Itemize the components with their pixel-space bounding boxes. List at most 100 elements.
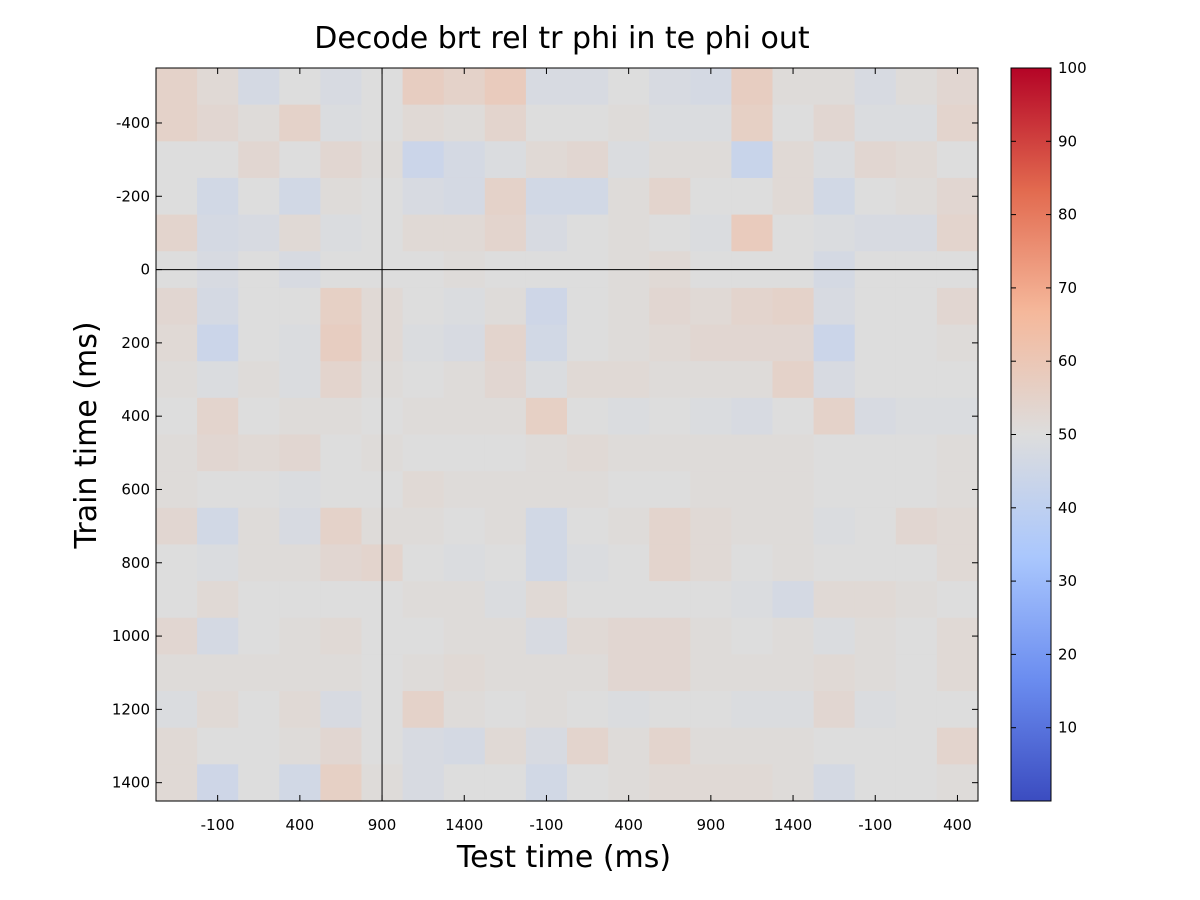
heatmap-cell [567,764,609,802]
y-axis-ticks: -400 -200 0 200 400 600 800 1000 1200 1400 [112,114,978,792]
y-tick-label: 0 [140,261,150,279]
heatmap-cell [402,177,445,216]
heatmap-cell [608,287,650,326]
heatmap-cell [567,104,609,142]
heatmap-cell [443,654,486,692]
heatmap-cell [525,434,568,472]
heatmap-cell [608,691,650,729]
heatmap-cell [320,581,363,619]
heatmap-cell [567,581,609,619]
heatmap-cell [649,507,691,546]
heatmap-cell [402,471,445,509]
heatmap-cell [567,544,609,582]
heatmap-cell [567,361,609,399]
heatmap-cell [443,214,486,252]
heatmap-cell [772,214,815,252]
heatmap-cell [813,507,856,546]
x-tick-label: 400 [286,816,315,834]
heatmap-cell [525,177,568,216]
heatmap-cell [402,287,445,326]
y-tick-label: 1200 [112,700,150,718]
y-tick-label: -200 [116,187,150,205]
heatmap-cell [279,397,321,436]
heatmap-cell [895,764,938,802]
heatmap-cell [608,324,650,362]
heatmap-cell [895,544,938,582]
heatmap-cell [238,617,280,655]
heatmap-cell [443,544,486,582]
heatmap-cell [895,507,938,546]
heatmap-cell [895,287,938,326]
heatmap-cell [608,544,650,582]
x-tick-label: 400 [614,816,643,834]
heatmap-cell [649,654,691,692]
heatmap-cell [895,397,938,436]
heatmap-cell [197,104,239,142]
heatmap-cell [238,507,280,546]
heatmap-cell [608,104,650,142]
heatmap-cell [813,471,856,509]
colorbar-tick-label: 40 [1058,499,1077,517]
heatmap-cell [402,691,445,729]
heatmap-cell [443,141,486,179]
heatmap-cell [238,287,280,326]
heatmap-cell [402,727,445,765]
heatmap-cell [484,324,527,362]
heatmap-cell [197,727,239,765]
heatmap-cell [156,544,198,582]
heatmap-cell [936,507,979,546]
heatmap-cell [772,617,815,655]
heatmap-cell [567,214,609,252]
heatmap-cell [649,361,691,399]
heatmap-cell [156,764,198,802]
heatmap-cell [772,691,815,729]
heatmap-cell [772,727,815,765]
y-tick-label: 400 [121,407,150,425]
heatmap-cell [197,287,239,326]
heatmap-cell [854,617,897,655]
heatmap-cell [936,361,979,399]
heatmap-cell [854,654,897,692]
heatmap-cell [936,177,979,216]
heatmap-cell [813,397,856,436]
heatmap-cell [156,177,198,216]
heatmap-cell [320,177,363,216]
heatmap-cell [525,691,568,729]
heatmap-cell [402,104,445,142]
heatmap-cells [156,68,979,802]
heatmap-cell [731,544,774,582]
heatmap-cell [197,581,239,619]
heatmap-cell [813,361,856,399]
heatmap-cell [156,507,198,546]
heatmap-cell [649,617,691,655]
heatmap-cell [525,544,568,582]
colorbar-tick-label: 100 [1058,59,1087,77]
heatmap-cell [936,727,979,765]
heatmap-cell [443,434,486,472]
colorbar-tick-label: 10 [1058,719,1077,737]
heatmap-cell [484,507,527,546]
heatmap-cell [238,324,280,362]
heatmap-cell [525,324,568,362]
heatmap-cell [279,434,321,472]
colorbar-tick-label: 70 [1058,279,1077,297]
heatmap-cell [197,68,239,106]
heatmap-cell [608,727,650,765]
heatmap-cell [772,104,815,142]
heatmap-cell [525,287,568,326]
heatmap-cell [772,507,815,546]
heatmap-cell [238,581,280,619]
heatmap-cell [895,104,938,142]
heatmap-cell [279,287,321,326]
heatmap-cell [813,764,856,802]
heatmap-cell [731,617,774,655]
heatmap-cell [608,617,650,655]
heatmap-cell [443,397,486,436]
heatmap-cell [649,141,691,179]
heatmap-cell [690,507,732,546]
heatmap-cell [320,287,363,326]
heatmap-cell [608,507,650,546]
heatmap-cell [525,581,568,619]
heatmap-cell [854,727,897,765]
heatmap-cell [772,68,815,106]
